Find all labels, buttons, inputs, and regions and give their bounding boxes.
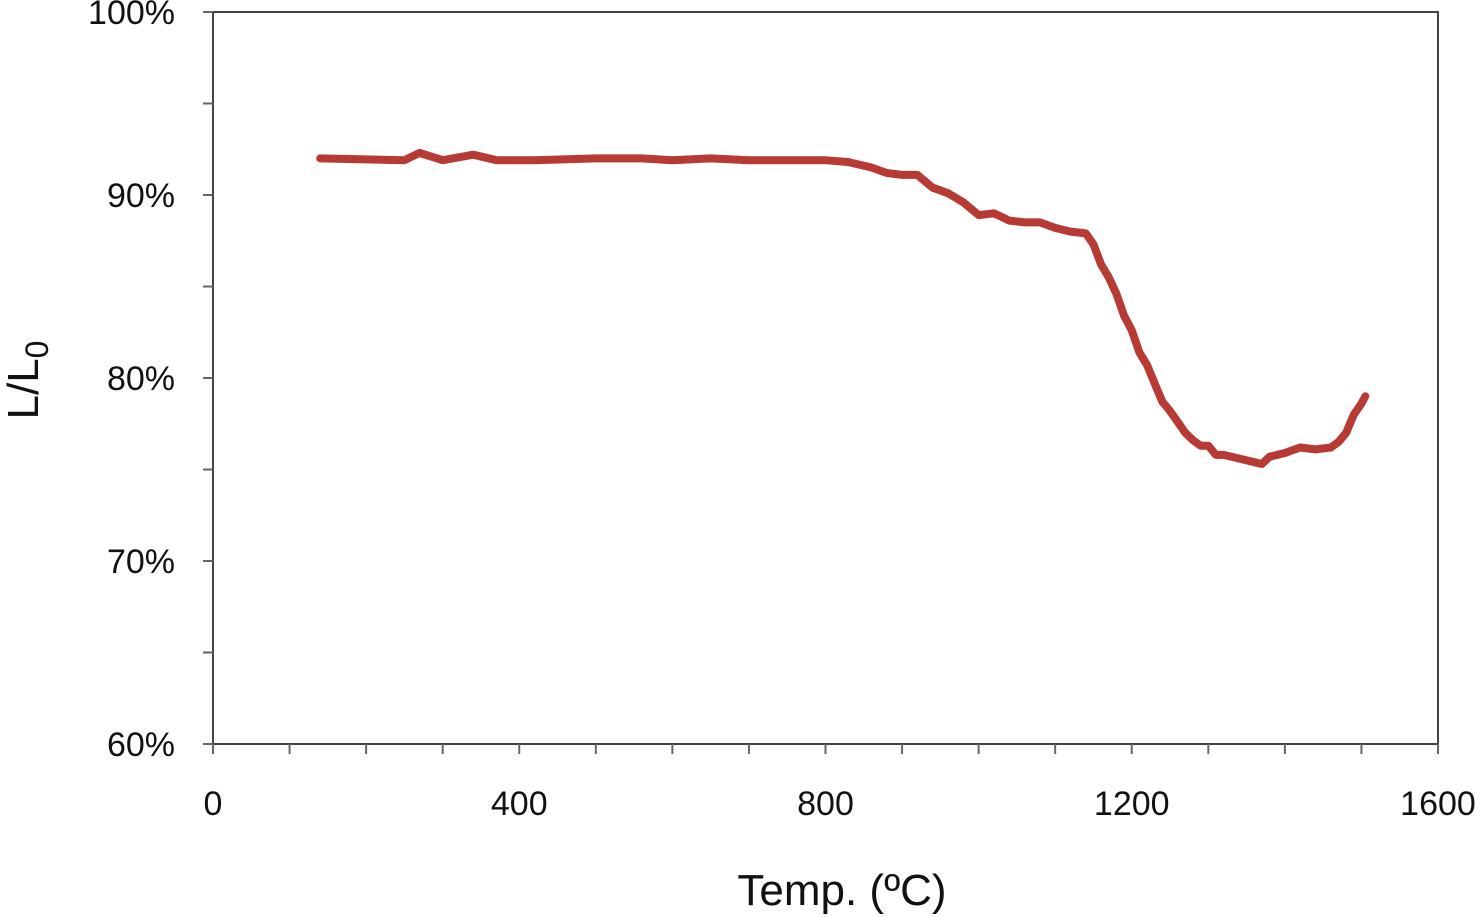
plot-border — [212, 11, 1439, 745]
data-point — [1151, 379, 1159, 387]
x-tick-label: 1600 — [1400, 785, 1476, 823]
data-point — [1327, 444, 1335, 452]
tick-labels: 0 400 800 1200 1600 60% 70% 80% 90% 100% — [88, 0, 1476, 823]
data-point — [975, 211, 983, 219]
data-point — [913, 171, 921, 179]
series-line — [316, 148, 1370, 468]
data-point — [1036, 218, 1044, 226]
data-point — [745, 156, 753, 164]
x-tick-label: 800 — [797, 785, 854, 823]
data-point — [1342, 429, 1350, 437]
data-point — [929, 184, 937, 192]
data-point — [1158, 398, 1166, 406]
data-point — [1143, 361, 1151, 369]
data-point — [592, 154, 600, 162]
y-tick-label: 60% — [107, 726, 175, 764]
data-point — [1357, 400, 1365, 408]
data-point — [883, 169, 891, 177]
data-point — [316, 154, 324, 162]
data-point — [1189, 436, 1197, 444]
x-axis-title: Temp. (ºC) — [737, 866, 946, 915]
data-point — [867, 164, 875, 172]
data-point — [1067, 228, 1074, 236]
series-layer — [316, 148, 1370, 468]
x-tick-label: 0 — [204, 785, 223, 823]
data-point — [1334, 438, 1342, 446]
data-point — [844, 158, 852, 166]
data-point — [416, 149, 424, 157]
x-tick-label: 400 — [491, 785, 548, 823]
data-point — [959, 198, 967, 206]
data-point — [1281, 449, 1289, 457]
y-tick-label: 70% — [107, 543, 175, 581]
data-point — [1120, 312, 1128, 320]
data-point — [822, 156, 829, 164]
data-point — [898, 171, 906, 179]
data-point — [439, 156, 447, 164]
y-axis-title-subscript: 0 — [19, 341, 55, 359]
y-tick-label: 100% — [88, 0, 175, 32]
data-point — [1212, 451, 1220, 459]
data-point — [638, 154, 646, 162]
data-point — [707, 154, 715, 162]
data-point — [668, 156, 676, 164]
data-point — [1105, 273, 1113, 281]
data-point — [783, 156, 791, 164]
data-point — [1135, 348, 1143, 356]
data-point — [1097, 261, 1105, 269]
data-point — [1082, 229, 1090, 237]
y-axis-title: L/L0 — [0, 341, 55, 420]
data-point — [1166, 407, 1174, 415]
data-point — [469, 151, 477, 159]
data-point — [1021, 218, 1029, 226]
data-point — [1089, 240, 1097, 248]
data-point — [1204, 442, 1212, 450]
data-point — [1296, 444, 1304, 452]
axis-ticks — [203, 11, 1439, 754]
data-point — [1051, 224, 1059, 232]
data-point — [531, 156, 539, 164]
data-point — [1181, 429, 1189, 437]
data-point — [1197, 442, 1205, 450]
y-axis-title-main: L/L — [0, 358, 48, 419]
data-point — [1250, 458, 1258, 466]
data-point — [1112, 290, 1120, 298]
data-point — [1266, 453, 1274, 461]
x-tick-label: 1200 — [1094, 785, 1170, 823]
y-tick-label: 90% — [107, 177, 175, 215]
data-point — [1258, 460, 1266, 468]
data-point — [1005, 217, 1013, 225]
data-point — [1128, 326, 1136, 334]
data-point — [1361, 392, 1369, 400]
data-point — [492, 156, 500, 164]
data-point — [1235, 455, 1243, 463]
y-tick-label: 80% — [107, 360, 175, 398]
data-point — [400, 156, 408, 164]
plot-area — [212, 11, 1439, 745]
data-point — [990, 209, 998, 217]
data-point — [1220, 451, 1228, 459]
data-point — [1312, 445, 1319, 453]
data-point — [1174, 418, 1182, 426]
data-point — [1350, 411, 1358, 419]
data-point — [944, 189, 952, 197]
